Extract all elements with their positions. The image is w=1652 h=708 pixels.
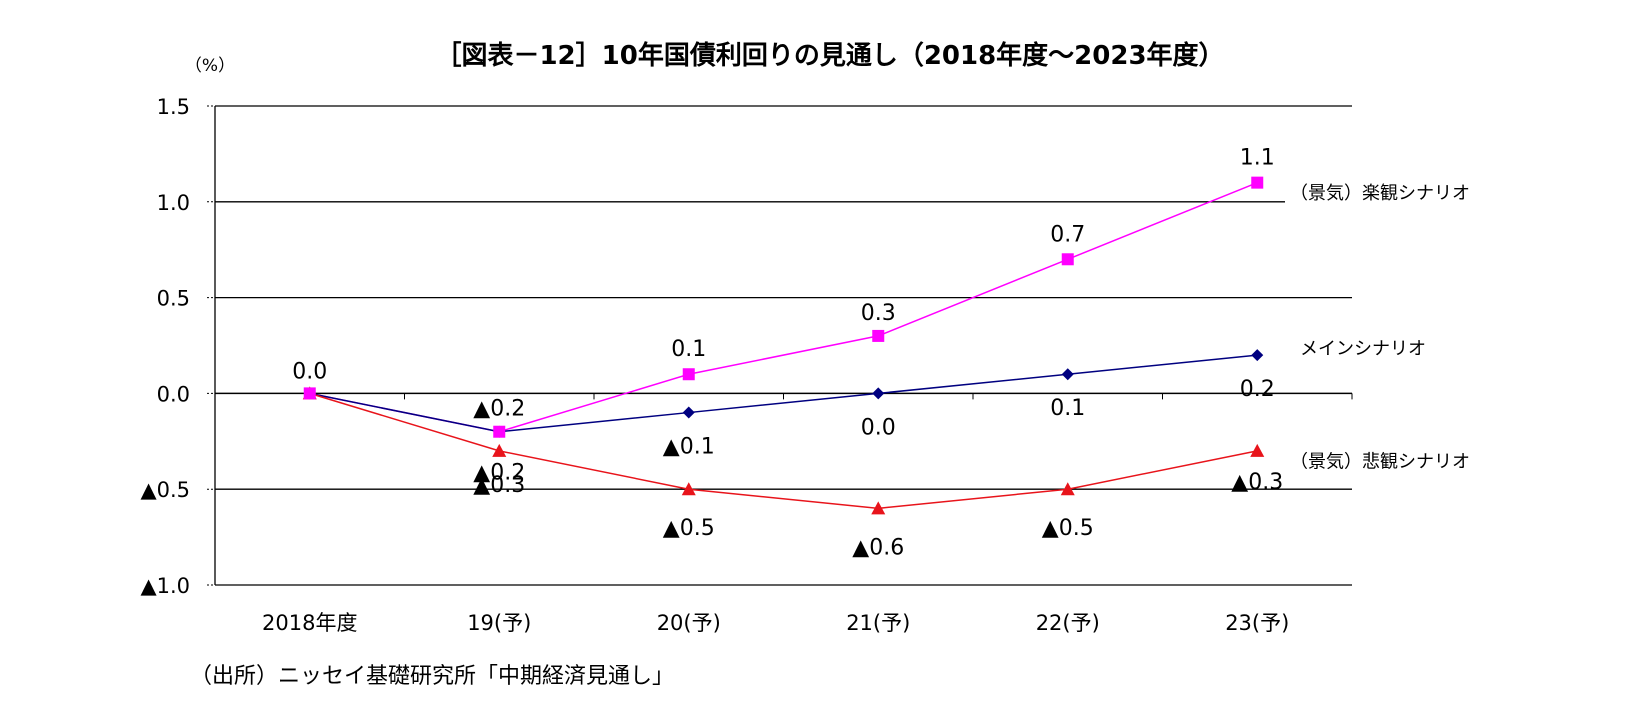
data-label: 0.0 [861, 415, 896, 440]
data-label: 0.1 [1050, 396, 1085, 421]
data-label: 0.7 [1050, 222, 1085, 247]
y-tick-label: ▲0.5 [140, 478, 190, 502]
chart-title: ［図表－12］10年国債利回りの見通し（2018年度～2023年度） [435, 40, 1224, 71]
data-label: ▲0.5 [663, 516, 715, 541]
data-label: ▲0.5 [1042, 516, 1094, 541]
series-point [1251, 176, 1264, 189]
x-tick-label: 23(予) [1225, 611, 1289, 635]
series-group [302, 176, 1265, 515]
x-tick-label: 20(予) [657, 611, 721, 635]
series-point [1251, 349, 1264, 362]
series-name-label: メインシナリオ [1300, 338, 1426, 359]
series-point [303, 387, 316, 400]
data-label: 0.2 [1240, 377, 1275, 402]
y-tick-label: 0.0 [157, 382, 190, 406]
x-tick-label: 2018年度 [262, 611, 357, 635]
x-tick-label: 19(予) [467, 611, 531, 635]
series-point [493, 425, 506, 438]
series-point [492, 443, 507, 457]
y-axis-ticks: 1.5 1.0 0.5 0.0 ▲0.5 ▲1.0 [140, 95, 190, 598]
source-note: （出所）ニッセイ基礎研究所「中期経済見通し」 [190, 664, 674, 689]
data-label: 0.1 [671, 337, 706, 362]
series-point [1061, 368, 1074, 381]
data-label: 0.0 [292, 359, 327, 384]
data-label: ▲0.1 [663, 435, 715, 460]
data-label: ▲0.2 [473, 461, 525, 486]
data-label: ▲0.3 [473, 473, 525, 498]
y-tick-label: 1.5 [157, 95, 190, 119]
series-point [1060, 482, 1075, 496]
series-point [681, 482, 696, 496]
x-tick-label: 21(予) [846, 611, 910, 635]
data-label: ▲0.2 [473, 397, 525, 422]
grid-lines [207, 105, 1352, 586]
series-point [1250, 443, 1265, 457]
series-point [871, 501, 886, 515]
series-name-label: （景気）楽観シナリオ [1290, 183, 1470, 204]
series-name-label: （景気）悲観シナリオ [1290, 451, 1470, 472]
series-point [682, 368, 695, 381]
x-axis: 2018年度 19(予) 20(予) 21(予) 22(予) 23(予) [214, 106, 1353, 635]
series-line [309, 354, 1258, 433]
y-tick-label: 1.0 [157, 191, 190, 215]
series-point [872, 329, 885, 342]
data-labels: 0.0 ▲0.2 0.1 0.3 0.7 1.1 ▲0.2 ▲0.1 0.0 0.1 0.2 ▲0.3… [292, 146, 1283, 561]
series-point [872, 387, 885, 400]
series-point [682, 406, 695, 419]
x-tick-label: 22(予) [1036, 611, 1100, 635]
y-unit-label: （%） [185, 56, 235, 76]
series-line [309, 392, 1258, 510]
data-label: ▲0.6 [852, 535, 904, 560]
data-label: 1.1 [1240, 146, 1275, 171]
y-tick-label: 0.5 [157, 287, 190, 311]
data-label: ▲0.3 [1231, 470, 1283, 495]
series-point [1061, 253, 1074, 266]
data-label: 0.3 [861, 301, 896, 326]
y-tick-label: ▲1.0 [140, 574, 190, 598]
